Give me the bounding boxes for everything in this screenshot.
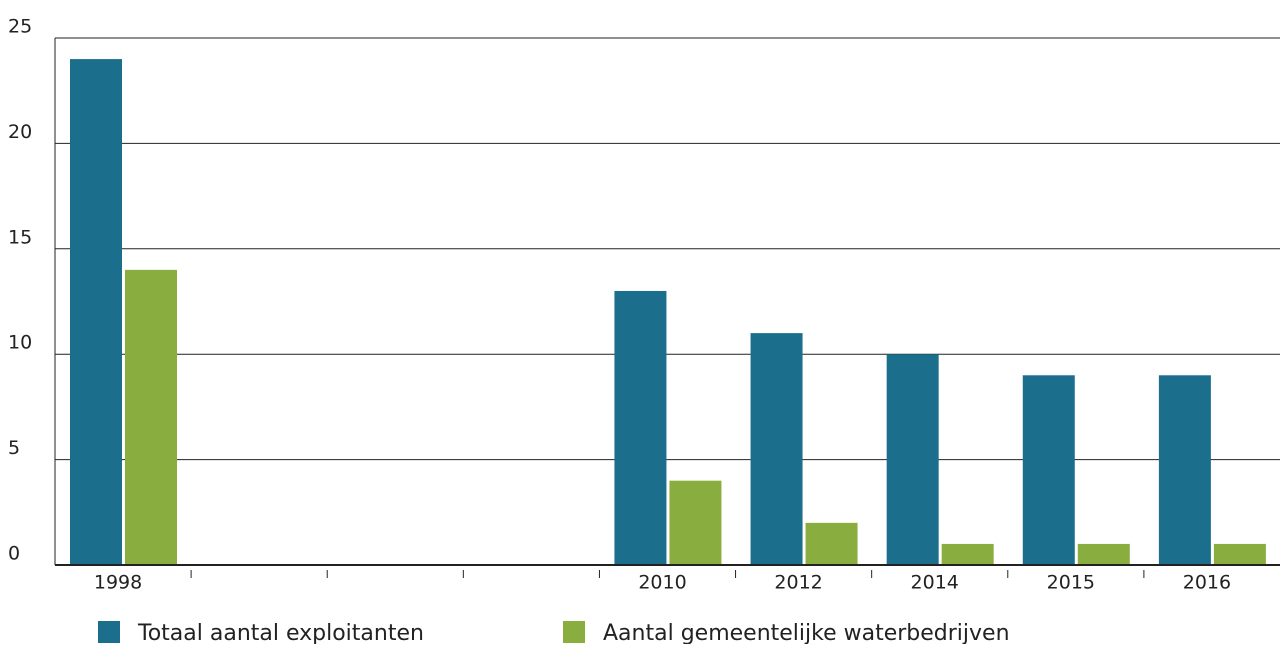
y-tick-label: 25 — [8, 16, 32, 38]
bar — [805, 522, 858, 565]
y-tick-label: 15 — [8, 226, 32, 248]
x-tick-label: 2014 — [911, 572, 959, 594]
bar — [70, 59, 122, 565]
bar — [1022, 375, 1075, 565]
y-tick-label: 20 — [8, 121, 32, 143]
bar — [614, 290, 667, 565]
x-tick-label: 1998 — [94, 572, 142, 594]
bar — [125, 269, 177, 565]
x-tick-label: 2016 — [1183, 572, 1231, 594]
x-tick-label: 2012 — [774, 572, 822, 594]
y-tick-label: 10 — [8, 332, 32, 354]
bar — [669, 480, 722, 565]
legend-label: Totaal aantal exploitanten — [137, 621, 424, 644]
x-tick-label: 2015 — [1047, 572, 1095, 594]
legend-swatch — [563, 621, 585, 643]
y-tick-label: 5 — [8, 437, 20, 459]
bar — [1158, 375, 1211, 565]
bar — [1077, 543, 1130, 565]
bar — [1213, 543, 1266, 565]
bar — [941, 543, 994, 565]
bar — [750, 333, 803, 565]
bar — [886, 354, 939, 565]
x-tick-label: 2010 — [638, 572, 686, 594]
legend-swatch — [98, 621, 120, 643]
y-tick-label: 0 — [8, 543, 20, 565]
legend-label: Aantal gemeentelijke waterbedrijven — [603, 621, 1010, 644]
